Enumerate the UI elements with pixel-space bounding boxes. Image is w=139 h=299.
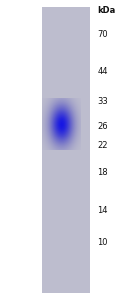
- Text: 10: 10: [97, 238, 108, 247]
- Bar: [42, 7, 90, 293]
- Text: 26: 26: [97, 122, 108, 131]
- Text: 18: 18: [97, 168, 108, 177]
- Text: kDa: kDa: [97, 6, 116, 15]
- Text: 14: 14: [97, 206, 108, 215]
- Text: 70: 70: [97, 30, 108, 39]
- Text: 22: 22: [97, 141, 108, 150]
- Text: 44: 44: [97, 67, 108, 76]
- Text: 33: 33: [97, 97, 108, 106]
